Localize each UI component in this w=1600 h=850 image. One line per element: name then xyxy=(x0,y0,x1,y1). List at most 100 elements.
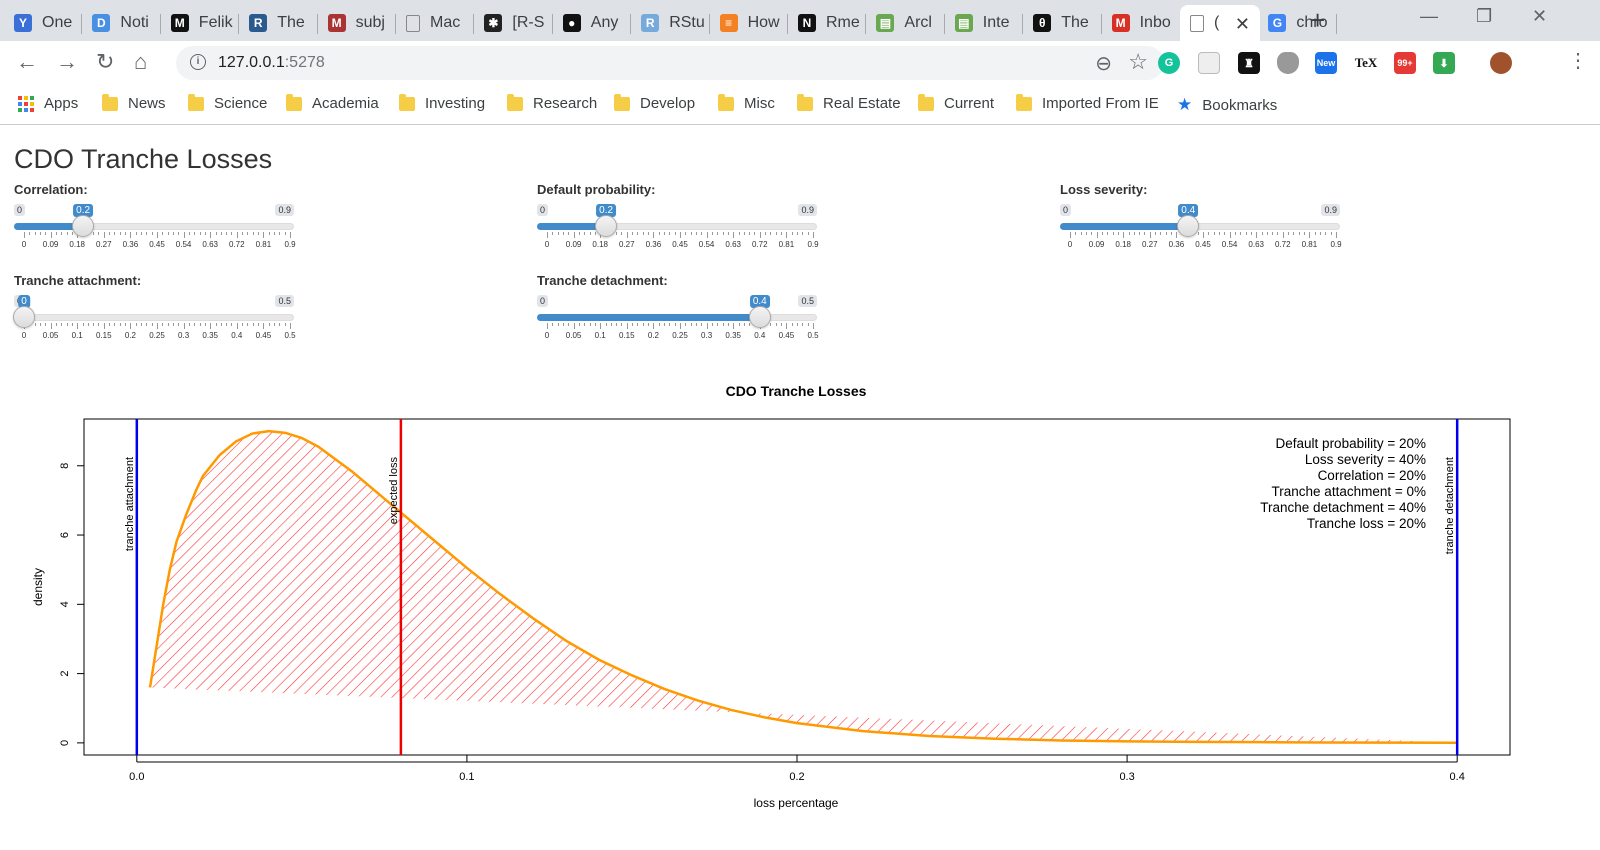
slider-tick xyxy=(247,323,249,326)
bookmark-item[interactable]: Academia xyxy=(286,93,379,112)
grammarly-icon[interactable]: G xyxy=(1158,52,1180,74)
bookmark-item[interactable]: ★ Bookmarks xyxy=(1177,95,1277,115)
new-tab-button[interactable]: + xyxy=(1310,5,1326,35)
extension-icon[interactable] xyxy=(1198,52,1220,74)
site-info-icon[interactable]: i xyxy=(190,54,206,70)
slider-tick-label: 0 xyxy=(1067,240,1073,249)
browser-menu-icon[interactable]: ⋮ xyxy=(1568,50,1588,72)
bookmark-item[interactable]: Apps xyxy=(18,95,78,112)
annotation-line: Loss severity = 40% xyxy=(1305,452,1426,467)
slider-tick xyxy=(77,323,79,329)
vline-label-1: expected loss xyxy=(388,457,400,525)
browser-tab[interactable]: M Inbo xyxy=(1102,5,1180,41)
download-extension-icon[interactable]: ⬇ xyxy=(1433,52,1455,74)
correlation-slider[interactable]: Correlation: 0 0.9 0 0.09 0.18 0.27 0.36 0.45 0.5… xyxy=(14,182,296,262)
browser-tab[interactable]: D Noti xyxy=(82,5,161,41)
slider-tick xyxy=(61,323,63,326)
tab-close-icon[interactable]: ✕ xyxy=(1234,14,1250,34)
tranche-detachment-slider[interactable]: Tranche detachment: 0 0.5 0 0.05 0.1 0.15 0.2 0.… xyxy=(537,273,819,353)
tab-separator xyxy=(394,14,396,34)
new-extension-icon[interactable]: New xyxy=(1315,52,1337,74)
bookmark-item[interactable]: Current xyxy=(918,93,994,112)
browser-tab[interactable]: R The xyxy=(239,5,318,41)
bookmark-star-icon[interactable]: ☆ xyxy=(1128,49,1148,74)
shield-icon[interactable] xyxy=(1277,52,1299,74)
slider-handle[interactable] xyxy=(1177,215,1200,237)
slider-handle[interactable] xyxy=(595,215,618,237)
bookmark-item[interactable]: Science xyxy=(188,93,267,112)
reload-button[interactable]: ↻ xyxy=(96,49,115,74)
forward-button[interactable]: → xyxy=(56,49,78,74)
bookmark-item[interactable]: Misc xyxy=(718,93,775,112)
slider-tick xyxy=(226,232,228,235)
browser-tab[interactable]: M Felik xyxy=(161,5,240,41)
slider-tick xyxy=(167,323,169,326)
bookmark-item[interactable]: Research xyxy=(507,93,597,112)
address-bar[interactable]: i 127.0.0.1:5278 ⊖ ☆ xyxy=(176,46,1164,80)
slider-tick-label: 0 xyxy=(544,240,550,249)
notification-extension-icon[interactable]: 99+ xyxy=(1394,52,1416,74)
bookmark-item[interactable]: Real Estate xyxy=(797,93,901,112)
browser-tab[interactable]: ≡ How xyxy=(710,5,788,41)
slider-tick xyxy=(55,323,57,326)
browser-tab[interactable]: ✱ [R-S xyxy=(474,5,553,41)
default-probability-slider[interactable]: Default probability: 0 0.9 0 0.09 0.18 0.27 0.3… xyxy=(537,182,819,262)
home-button[interactable]: ⌂ xyxy=(134,49,148,74)
slider-tick xyxy=(231,323,233,326)
slider-tick xyxy=(738,232,740,235)
close-window-button[interactable]: ✕ xyxy=(1532,6,1548,26)
browser-tab[interactable]: N Rme xyxy=(788,5,867,41)
bookmark-item[interactable]: Investing xyxy=(399,93,485,112)
slider-tick xyxy=(1160,232,1162,235)
bookmark-label: Bookmarks xyxy=(1202,96,1278,114)
browser-tab[interactable]: ▤ Inte xyxy=(945,5,1024,41)
bookmark-item[interactable]: News xyxy=(102,93,166,112)
r-blogger-icon: R xyxy=(249,14,268,32)
slider-tick xyxy=(210,232,212,238)
browser-tab[interactable]: Mac xyxy=(396,5,475,41)
url-text[interactable]: 127.0.0.1:5278 xyxy=(218,54,325,71)
minimize-button[interactable]: — xyxy=(1420,6,1438,26)
slider-handle[interactable] xyxy=(72,215,95,237)
tex-icon[interactable]: TeX xyxy=(1354,55,1378,70)
slider-track[interactable] xyxy=(14,314,294,321)
bitwarden-icon[interactable]: ♜ xyxy=(1238,52,1260,74)
browser-tab[interactable]: (✕ xyxy=(1180,5,1260,41)
slider-tick xyxy=(242,323,244,326)
slider-handle[interactable] xyxy=(13,306,35,328)
slider-tick xyxy=(797,232,799,235)
slider-tick xyxy=(775,232,777,235)
slider-tick xyxy=(727,232,729,235)
slider-tick xyxy=(1133,232,1135,235)
slider-tick xyxy=(1070,232,1071,238)
bookmark-item[interactable]: Imported From IE xyxy=(1016,93,1159,112)
tranche-attachment-slider[interactable]: Tranche attachment: 0 0.5 0 0.05 0.1 0.15 0.2 0.… xyxy=(13,273,296,353)
browser-tab[interactable]: R RStu xyxy=(631,5,710,41)
x-tick-label: 0.4 xyxy=(1450,771,1465,783)
slider-tick-label: 0.27 xyxy=(96,240,112,249)
loss-severity-slider[interactable]: Loss severity: 0 0.9 0 0.09 0.18 0.27 0.36 0.45 0… xyxy=(1060,182,1342,262)
slider-tick xyxy=(722,323,724,326)
restore-button[interactable]: ❐ xyxy=(1476,6,1493,26)
slider-tick xyxy=(34,323,36,326)
slider-tick xyxy=(1085,232,1087,235)
slider-handle[interactable] xyxy=(748,306,771,328)
browser-tab[interactable]: θ The xyxy=(1023,5,1102,41)
profile-avatar[interactable] xyxy=(1490,52,1512,74)
bookmark-item[interactable]: Develop xyxy=(614,93,695,112)
browser-tab[interactable]: ▤ Arcl xyxy=(866,5,945,41)
slider-tick xyxy=(172,323,174,326)
bookmark-label: Imported From IE xyxy=(1042,95,1159,112)
slider-tick xyxy=(1261,232,1263,235)
slider-tick xyxy=(648,323,650,326)
browser-tab[interactable]: Y One xyxy=(4,5,83,41)
browser-tab[interactable]: ● Any xyxy=(553,5,632,41)
slider-tick xyxy=(50,232,52,238)
tranche-loss-chart: CDO Tranche Losses tranche attachment exp… xyxy=(31,383,1511,810)
slider-tick xyxy=(1197,232,1199,235)
slider-tick xyxy=(151,232,153,235)
back-button[interactable]: ← xyxy=(16,49,38,74)
zoom-icon[interactable]: ⊖ xyxy=(1095,53,1112,75)
